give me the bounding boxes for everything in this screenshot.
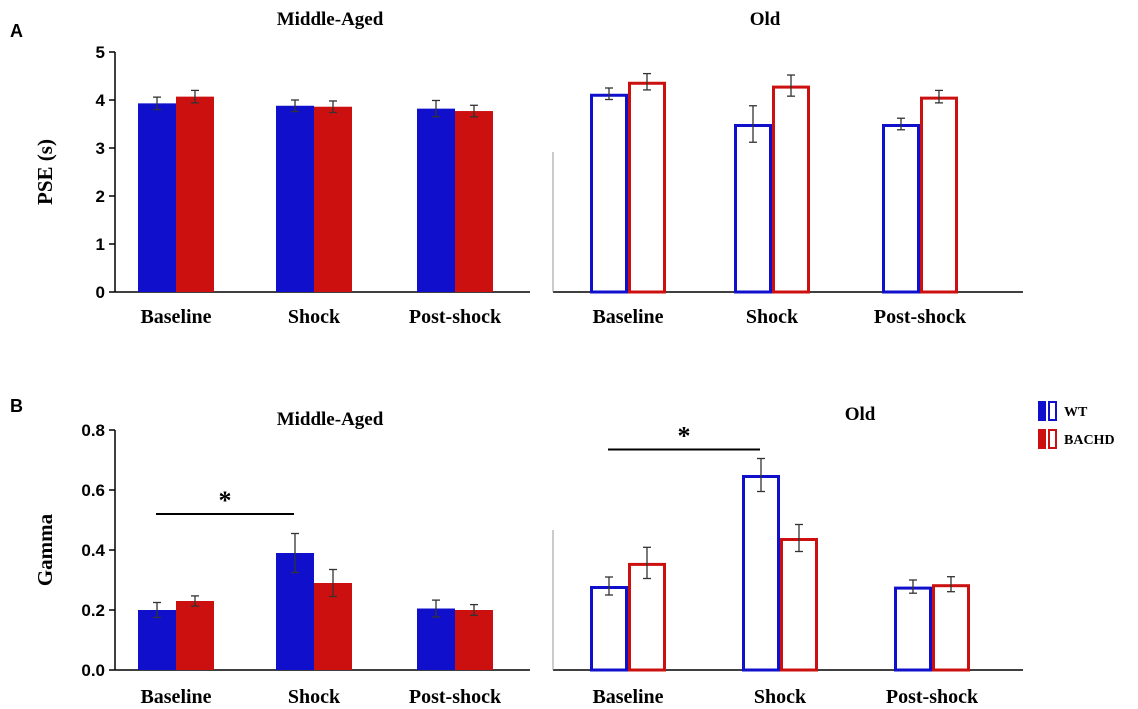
bar-wt-post-shock [882, 124, 920, 294]
legend-item-bachd: BACHD [1038, 429, 1115, 449]
error-bar-wt-post-shock [897, 117, 905, 131]
y-tick-label: 2 [96, 187, 105, 206]
bar-wt-shock [276, 105, 314, 292]
chart-title: Middle-Aged [277, 409, 384, 430]
error-bar-bachd-shock [787, 74, 795, 97]
chart-a-old: Old Baseline Shock Post-shock [552, 9, 1023, 328]
y-axis-label: Gamma [33, 513, 57, 586]
x-tick-label-baseline: Baseline [592, 306, 663, 328]
error-bar-bachd-shock [329, 568, 337, 598]
bar-bachd-shock [772, 85, 810, 294]
bar-wt-baseline [138, 610, 176, 670]
panel-label-a: A [10, 21, 23, 41]
bar-bachd-post-shock [920, 96, 958, 294]
x-tick-label-post-shock: Post-shock [409, 306, 502, 328]
bar-bachd-baseline [176, 96, 214, 292]
x-tick-label-baseline: Baseline [592, 686, 663, 708]
error-bar-bachd-shock [329, 100, 337, 114]
y-tick-label: 0.2 [81, 601, 105, 620]
y-axis-label: PSE (s) [33, 139, 57, 205]
y-tick-label: 3 [96, 139, 105, 158]
x-tick-label-post-shock: Post-shock [874, 306, 967, 328]
error-bar-bachd-baseline [643, 546, 651, 580]
bar-bachd-shock [314, 106, 352, 292]
legend-swatch-wt-solid [1038, 401, 1046, 421]
y-tick-label: 0.6 [81, 481, 105, 500]
error-bar-wt-shock [749, 105, 757, 143]
y-tick-label: 0.8 [81, 421, 105, 440]
chart-b-old: Old Baseline Shock Post-shock * [552, 404, 1023, 708]
error-bar-wt-post-shock [432, 599, 440, 618]
error-bar-wt-baseline [153, 96, 161, 111]
bar-wt-post-shock [417, 108, 455, 292]
error-bar-bachd-post-shock [470, 104, 478, 118]
bar-bachd-shock [780, 538, 818, 672]
x-tick-label-shock: Shock [754, 686, 807, 708]
legend-swatch-bachd-outline [1048, 429, 1057, 449]
error-bar-wt-baseline [153, 601, 161, 619]
y-tick-label: 0 [96, 283, 105, 302]
error-bar-bachd-baseline [643, 72, 651, 91]
chart-b-middle-aged: Middle-Aged 0.0 0.2 0.4 0.6 0.8 Gamma Baseline S… [33, 409, 530, 708]
bar-bachd-shock [314, 583, 352, 670]
bar-bachd-baseline [176, 601, 214, 670]
bar-bachd-baseline [628, 81, 666, 294]
y-tick-label: 1 [96, 235, 105, 254]
legend-label-wt: WT [1064, 405, 1088, 420]
error-bar-wt-baseline [605, 87, 613, 101]
error-bar-wt-shock [291, 99, 299, 113]
bar-bachd-post-shock [932, 584, 970, 672]
chart-title: Middle-Aged [277, 9, 384, 30]
error-bar-bachd-baseline [191, 89, 199, 104]
error-bar-bachd-shock [795, 523, 803, 553]
legend-label-bachd: BACHD [1064, 433, 1115, 448]
significance-marker: * [219, 486, 232, 515]
significance-marker: * [678, 422, 691, 451]
legend-swatch-wt-outline [1048, 401, 1057, 421]
x-tick-label-shock: Shock [288, 686, 341, 708]
bar-wt-baseline [138, 103, 176, 292]
legend-swatch-bachd-solid [1038, 429, 1046, 449]
error-bar-wt-shock [757, 457, 765, 493]
y-tick-label: 0.0 [81, 661, 105, 680]
bar-wt-shock [734, 124, 772, 294]
bar-bachd-post-shock [455, 111, 493, 292]
x-tick-label-post-shock: Post-shock [409, 686, 502, 708]
y-tick-label: 0.4 [81, 541, 105, 560]
x-tick-label-shock: Shock [746, 306, 799, 328]
bar-bachd-post-shock [455, 610, 493, 670]
legend: WT BACHD [1038, 401, 1115, 449]
x-tick-label-baseline: Baseline [140, 686, 211, 708]
y-tick-label: 5 [96, 43, 105, 62]
error-bar-wt-post-shock [909, 579, 917, 594]
error-bar-bachd-post-shock [935, 89, 943, 104]
error-bar-wt-shock [291, 532, 299, 574]
legend-item-wt: WT [1038, 401, 1088, 421]
bar-bachd-baseline [628, 562, 666, 672]
bar-wt-post-shock [894, 586, 932, 672]
error-bar-bachd-post-shock [947, 576, 955, 593]
error-bar-bachd-baseline [191, 595, 199, 607]
y-tick-label: 4 [96, 91, 106, 110]
error-bar-wt-baseline [605, 576, 613, 596]
chart-a-middle-aged: Middle-Aged 0 1 2 3 4 5 PSE (s) Baseline Shock Pos… [33, 9, 530, 328]
x-tick-label-shock: Shock [288, 306, 341, 328]
bar-wt-baseline [590, 586, 628, 672]
error-bar-bachd-post-shock [470, 603, 478, 617]
panel-label-b: B [10, 396, 23, 416]
x-tick-label-post-shock: Post-shock [886, 686, 979, 708]
error-bar-wt-post-shock [432, 99, 440, 118]
chart-title: Old [750, 9, 781, 30]
bar-wt-baseline [590, 93, 628, 294]
x-tick-label-baseline: Baseline [140, 306, 211, 328]
chart-title: Old [845, 404, 876, 425]
bar-wt-post-shock [417, 608, 455, 670]
bar-wt-shock [742, 475, 780, 672]
